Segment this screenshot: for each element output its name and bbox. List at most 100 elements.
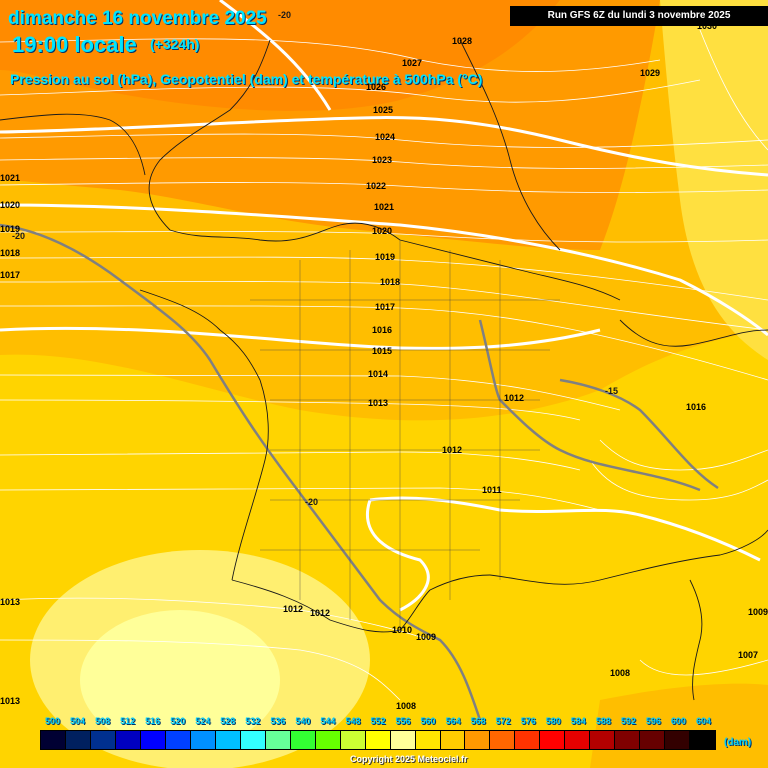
legend-swatch [340,731,366,749]
pressure-label: 1012 [504,393,525,403]
legend-swatch [490,731,516,749]
pressure-label: 1007 [738,650,759,660]
pressure-label: 1029 [640,68,661,78]
legend-swatch [215,731,241,749]
legend-values: 500 504 508 512 516 520 524 528 532 536 540 544 548 5… [45,716,728,728]
legend-swatch [90,731,116,749]
legend-swatch [465,731,491,749]
pressure-label: 1018 [0,248,21,258]
map-subtitle: Pression au sol (hPa), Geopotentiel (dam… [10,71,483,87]
legend-value: 532 [245,716,261,726]
map-date: dimanche 16 novembre 2025 [8,8,267,29]
pressure-label: 1025 [373,105,394,115]
legend-swatch [615,731,641,749]
legend-swatch [415,731,441,749]
pressure-label: 1020 [0,200,21,210]
legend-swatch [265,731,291,749]
pressure-label: 1022 [366,181,387,191]
legend-swatch [240,731,266,749]
legend-value: 524 [195,716,211,726]
pressure-label: 1030 [697,21,718,31]
pressure-label: 1017 [0,270,21,280]
legend-swatch [390,731,416,749]
pressure-label: 1019 [375,252,396,262]
pressure-label: 1011 [482,485,502,495]
temperature-label: -20 [12,231,26,241]
pressure-label: 1008 [610,668,631,678]
legend-swatch [115,731,141,749]
legend-value: 544 [320,716,336,726]
legend-value: 568 [470,716,486,726]
legend-value: 556 [395,716,411,726]
isotherms [0,223,719,721]
pressure-label: 1018 [380,277,401,287]
pressure-label: 1017 [375,302,396,312]
legend-value: 512 [120,716,136,726]
pressure-label: 1021 [374,202,395,212]
pressure-label: 1028 [452,36,473,46]
pressure-label: 1019 [0,224,21,234]
legend-value: 548 [345,716,361,726]
pressure-label: 1013 [0,597,21,607]
legend-value: 588 [595,716,611,726]
run-info: Run GFS 6Z du lundi 3 novembre 2025 [510,6,768,26]
pressure-label: 1012 [310,608,331,618]
pressure-label: 1012 [283,604,304,614]
pressure-label: 1014 [368,369,389,379]
legend-value: 592 [620,716,636,726]
pressure-label: 1010 [392,625,413,635]
legend-value: 536 [270,716,286,726]
legend-swatch [590,731,616,749]
temperature-label: -20 [278,10,292,20]
legend-value: 584 [570,716,586,726]
geopotential-lines [0,0,768,612]
pressure-label: 1023 [372,155,393,165]
legend-value: 520 [170,716,186,726]
legend-value: 508 [95,716,111,726]
legend-value: 572 [495,716,511,726]
legend-swatch [540,731,566,749]
coastlines [0,39,768,701]
band-552 [80,610,280,750]
legend-value: 552 [370,716,386,726]
pressure-label: 1015 [372,346,393,356]
legend-value: 560 [420,716,436,726]
legend-swatch [640,731,666,749]
temperature-label: -15 [605,386,619,396]
pressure-label: 1009 [748,607,768,617]
legend-swatch [290,731,316,749]
band-east [660,0,768,360]
pressure-label: 1008 [396,701,417,711]
legend-swatch [140,731,166,749]
pressure-label: 1013 [368,398,389,408]
pressure-label: 1016 [372,325,393,335]
legend-value: 580 [545,716,561,726]
legend-value: 504 [70,716,86,726]
pressure-label: 1021 [0,173,21,183]
temperature-label: -20 [305,497,319,507]
legend-color-bar [40,730,716,750]
pressure-label: 1009 [416,632,437,642]
isobars [0,29,768,701]
copyright: Copyright 2025 Meteociel.fr [350,754,468,764]
legend-swatch [665,731,691,749]
pressure-label: 1027 [402,58,423,68]
pressure-label: 1024 [375,132,396,142]
legend-swatch [365,731,391,749]
legend-swatch [690,731,716,749]
forecast-lead: (+324h) [150,36,200,52]
pressure-label: 1012 [442,445,463,455]
legend-value: 596 [645,716,661,726]
pressure-label: 1020 [372,226,393,236]
legend-value: 516 [145,716,161,726]
legend-value: 600 [670,716,686,726]
legend-swatch [165,731,191,749]
legend-value: 540 [295,716,311,726]
legend-swatch [65,731,91,749]
department-borders [250,240,560,630]
legend-swatch [315,731,341,749]
map-time: 19:00 locale [12,32,137,57]
legend-unit: (dam) [724,737,752,748]
legend-swatch [41,731,66,749]
